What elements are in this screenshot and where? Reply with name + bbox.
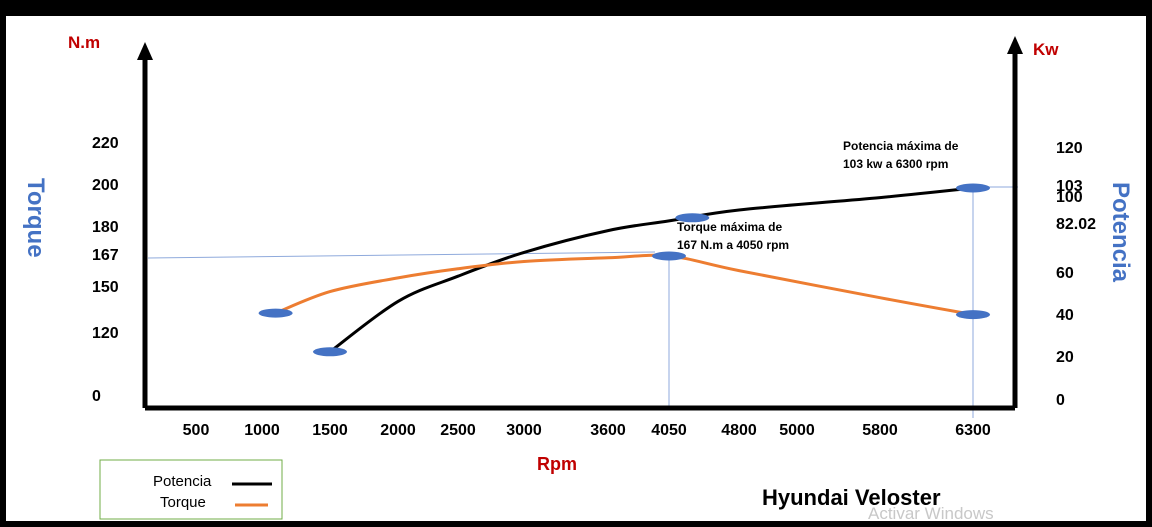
- x-tick-label: 1500: [312, 422, 348, 439]
- power-annotation-line-1: Potencia máxima de: [843, 139, 959, 153]
- x-tick-label: 5800: [862, 422, 898, 439]
- y-right-tick-label: 103: [1056, 178, 1083, 195]
- data-marker-potencia: [956, 183, 990, 193]
- data-marker-torque: [652, 251, 686, 261]
- y-left-tick-label: 167: [92, 247, 119, 264]
- legend: Potencia Torque: [99, 459, 283, 520]
- y-left-axis-arrow-icon: [137, 42, 153, 60]
- data-marker-torque: [258, 308, 293, 318]
- y-left-tick-label: 120: [92, 325, 119, 342]
- x-tick-label: 2000: [380, 422, 416, 439]
- y-left-unit-label: N.m: [68, 33, 100, 52]
- x-tick-label: 4050: [651, 422, 687, 439]
- x-tick-label: 4800: [721, 422, 757, 439]
- x-tick-label: 6300: [955, 422, 991, 439]
- x-tick-labels: 500 1000 1500 2000 2500 3000 3600 4050 4800 5000 5…: [183, 422, 991, 439]
- y-left-side-label: Torque: [22, 178, 49, 258]
- y-right-side-label: Potencia: [1107, 182, 1134, 283]
- y-right-tick-label: 82.02: [1056, 216, 1096, 233]
- series-line-potencia: [329, 186, 974, 354]
- x-tick-label: 2500: [440, 422, 476, 439]
- y-left-tick-label: 220: [92, 135, 119, 152]
- legend-label-potencia: Potencia: [153, 473, 212, 490]
- series-layer: [275, 186, 974, 354]
- x-tick-label: 3600: [590, 422, 626, 439]
- y-right-unit-label: Kw: [1033, 40, 1059, 59]
- legend-label-torque: Torque: [160, 494, 206, 511]
- y-right-axis-arrow-icon: [1007, 36, 1023, 54]
- x-axis-label: Rpm: [537, 454, 577, 474]
- x-tick-label: 5000: [779, 422, 815, 439]
- axes: [137, 36, 1023, 411]
- y-left-tick-label: 0: [92, 388, 101, 405]
- data-marker-potencia: [675, 213, 710, 223]
- y-left-tick-label: 150: [92, 279, 119, 296]
- y-left-tick-labels: 0 120 150 167 180 200 220: [92, 135, 119, 405]
- chart-panel: [6, 16, 1146, 521]
- x-tick-label: 1000: [244, 422, 280, 439]
- y-right-tick-label: 0: [1056, 392, 1065, 409]
- torque-annotation-line-2: 167 N.m a 4050 rpm: [677, 238, 789, 252]
- y-right-tick-label: 120: [1056, 140, 1083, 157]
- y-left-tick-label: 180: [92, 219, 119, 236]
- legend-box: [99, 459, 283, 520]
- activation-watermark: Activar Windows: [868, 504, 994, 523]
- y-right-tick-label: 100: [1056, 189, 1083, 206]
- data-marker-potencia: [313, 347, 347, 357]
- power-annotation-line-2: 103 kw a 6300 rpm: [843, 157, 948, 171]
- y-right-tick-label: 20: [1056, 349, 1074, 366]
- y-right-tick-label: 60: [1056, 265, 1074, 282]
- chart-title: Hyundai Veloster: [762, 485, 941, 510]
- marker-layer: [258, 183, 990, 357]
- torque-annotation-line-1: Torque máxima de: [677, 220, 782, 234]
- data-marker-torque: [956, 310, 990, 320]
- x-tick-label: 500: [183, 422, 210, 439]
- x-tick-label: 3000: [506, 422, 542, 439]
- series-line-torque: [275, 253, 974, 317]
- y-right-tick-label: 40: [1056, 307, 1074, 324]
- y-left-tick-label: 200: [92, 177, 119, 194]
- torque-guide-horizontal: [147, 251, 656, 259]
